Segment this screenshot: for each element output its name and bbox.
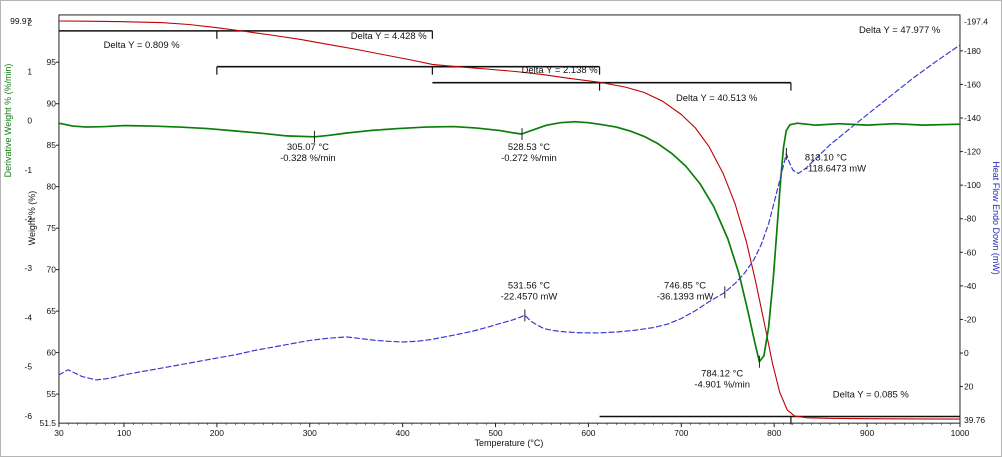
derivative-tick-label: -6 [25, 411, 33, 421]
heatflow-max-label: -197.4 [964, 17, 988, 27]
delta-y-label-line: Delta Y = 2.138 % [522, 65, 599, 76]
peak-label-line: 746.85 °C [664, 281, 706, 292]
weight-min-label: 51.5 [40, 418, 57, 428]
delta-y-label: Delta Y = 2.138 % [522, 65, 599, 76]
heatflow-tick-label: -20 [964, 314, 977, 324]
weight-tick-label: 85 [47, 140, 57, 150]
heatflow-tick-label: -140 [964, 113, 981, 123]
tg-curve [58, 20, 961, 420]
peak-label-line: -36.1393 mW [657, 292, 714, 303]
delta-y-label-line: Delta Y = 0.085 % [833, 389, 910, 400]
heatflow-tick-label: -40 [964, 281, 977, 291]
heatflow-axis-title: Heat Flow Endo Down (mW) [991, 161, 1001, 274]
delta-y-label: Delta Y = 4.428 % [351, 31, 428, 42]
weight-axis-title: Weight % (%) [27, 191, 37, 246]
derivative-tick-label: -1 [25, 165, 33, 175]
chart-generated-layer: 30 100 200 300 400 500 600 700 800 900 1000210-1-2… [10, 14, 988, 438]
heatflow-tick-label: -120 [964, 147, 981, 157]
delta-y-label: Delta Y = 47.977 % [859, 25, 941, 36]
x-tick-label: 400 [396, 428, 410, 438]
x-tick-label: 800 [767, 428, 781, 438]
delta-y-label: Delta Y = 40.513 % [676, 93, 758, 104]
heatflow-tick-label: -160 [964, 79, 981, 89]
peak-label-line: -0.272 %/min [501, 153, 557, 164]
derivative-tick-label: 0 [27, 116, 32, 126]
derivative-tick-label: 2 [27, 17, 32, 27]
delta-y-label-line: Delta Y = 0.809 % [104, 40, 181, 51]
derivative-tick-label: -2 [25, 214, 33, 224]
x-tick-label: 900 [860, 428, 874, 438]
x-tick-label: 100 [117, 428, 131, 438]
weight-tick-label: 90 [47, 99, 57, 109]
peak-label: 784.12 °C -4.901 %/min [694, 368, 750, 390]
dtg-curve [58, 120, 961, 363]
weight-tick-label: 80 [47, 182, 57, 192]
peak-label-line: 784.12 °C [701, 368, 743, 379]
derivative-tick-label: 1 [27, 66, 32, 76]
x-axis-title: Temperature (°C) [475, 438, 544, 448]
peak-label-line: 305.07 °C [287, 142, 329, 153]
peak-label-line: 813.10 °C [805, 152, 847, 163]
heatflow-tick-label: -60 [964, 247, 977, 257]
derivative-tick-label: -4 [25, 312, 33, 322]
peak-label-line: -4.901 %/min [694, 379, 750, 390]
peak-label-line: 531.56 °C [508, 281, 550, 292]
heatflow-tick-label: 0 [964, 348, 969, 358]
heat-flow-curve [58, 44, 961, 381]
weight-max-label: 99.97 [10, 16, 31, 26]
weight-tick-label: 70 [47, 265, 57, 275]
weight-tick-label: 75 [47, 223, 57, 233]
delta-y-label: Delta Y = 0.809 % [104, 40, 181, 51]
peak-label-line: 528.53 °C [508, 142, 550, 153]
heatflow-min-label: 39.76 [964, 415, 985, 425]
x-tick-label: 700 [674, 428, 688, 438]
x-tick-label: 30 [54, 428, 64, 438]
peak-label-line: -22.4570 mW [501, 292, 558, 303]
peak-label: 531.56 °C -22.4570 mW [501, 281, 558, 303]
derivative-axis-title: Derivative Weight % (%/min) [3, 64, 13, 178]
delta-y-label: Delta Y = 0.085 % [833, 389, 910, 400]
heatflow-tick-label: -100 [964, 180, 981, 190]
x-tick-label: 1000 [951, 428, 970, 438]
derivative-tick-label: -5 [25, 362, 33, 372]
peak-label: 746.85 °C -36.1393 mW [657, 281, 714, 303]
weight-tick-label: 65 [47, 306, 57, 316]
heatflow-tick-label: -180 [964, 46, 981, 56]
peak-label: 813.10 °C -118.6473 mW [805, 152, 866, 174]
x-tick-label: 600 [581, 428, 595, 438]
weight-tick-label: 95 [47, 57, 57, 67]
delta-y-label-line: Delta Y = 4.428 % [351, 31, 428, 42]
peak-label: 528.53 °C -0.272 %/min [501, 142, 557, 164]
peak-label-line: -118.6473 mW [805, 163, 866, 174]
weight-tick-label: 60 [47, 348, 57, 358]
heatflow-tick-label: -80 [964, 214, 977, 224]
heatflow-tick-label: 20 [964, 382, 974, 392]
x-tick-label: 500 [488, 428, 502, 438]
x-tick-label: 300 [303, 428, 317, 438]
weight-tick-label: 55 [47, 389, 57, 399]
peak-label: 305.07 °C -0.328 %/min [280, 142, 336, 164]
derivative-tick-label: -3 [25, 263, 33, 273]
delta-y-label-line: Delta Y = 40.513 % [676, 93, 758, 104]
peak-label-line: -0.328 %/min [280, 153, 336, 164]
delta-y-label-line: Delta Y = 47.977 % [859, 25, 941, 36]
x-tick-label: 200 [210, 428, 224, 438]
